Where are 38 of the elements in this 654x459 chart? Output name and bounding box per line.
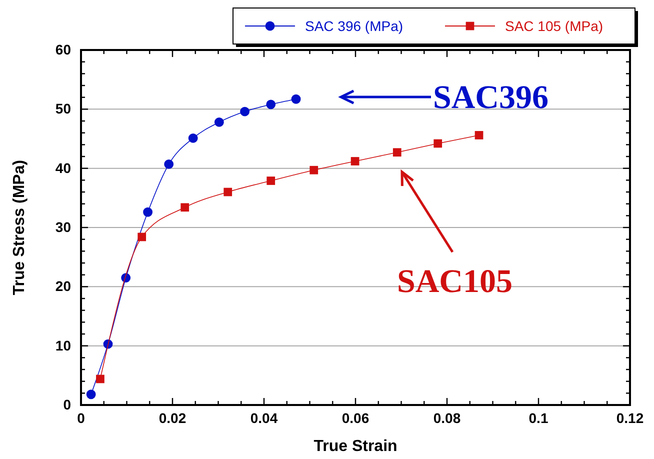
annotation: SAC396 <box>433 80 549 116</box>
point <box>266 176 276 185</box>
x-tick-label: 0.12 <box>616 410 644 426</box>
point <box>86 390 96 400</box>
y-tick-label: 40 <box>55 160 72 176</box>
y-tick-label: 30 <box>55 218 72 235</box>
point <box>266 100 276 110</box>
point <box>214 117 224 127</box>
y-tick-label: 10 <box>55 337 72 354</box>
point <box>180 203 190 212</box>
y-tick-label: 50 <box>55 100 72 117</box>
point <box>350 157 360 166</box>
x-tick-label: 0.1 <box>528 410 548 426</box>
x-axis-title: True Strain <box>314 438 398 455</box>
point <box>224 188 232 196</box>
y-tick-label: 60 <box>55 41 72 58</box>
x-tick-label: 0.08 <box>433 410 461 426</box>
point <box>96 374 104 384</box>
point <box>291 94 301 104</box>
y-axis-title: True Stress (MPa) <box>11 160 28 296</box>
x-tick-label: 0.04 <box>250 410 278 426</box>
point <box>310 166 318 174</box>
x-tick-label: 0.02 <box>158 410 186 426</box>
point <box>188 133 198 143</box>
point <box>138 232 146 242</box>
annotation: SAC105 <box>397 264 513 300</box>
point <box>392 148 402 157</box>
point <box>164 159 174 169</box>
y-tick-label: 20 <box>55 278 72 294</box>
legend-label: SAC 396 (MPa) <box>305 18 404 34</box>
x-tick-label: 0.06 <box>342 410 370 426</box>
point <box>474 131 484 140</box>
y-tick-label: 0 <box>63 396 72 412</box>
point <box>240 106 250 116</box>
legend-label: SAC 105 (MPa) <box>505 18 604 34</box>
point <box>143 207 153 217</box>
x-tick-label: 0 <box>77 410 86 426</box>
point <box>434 139 442 148</box>
